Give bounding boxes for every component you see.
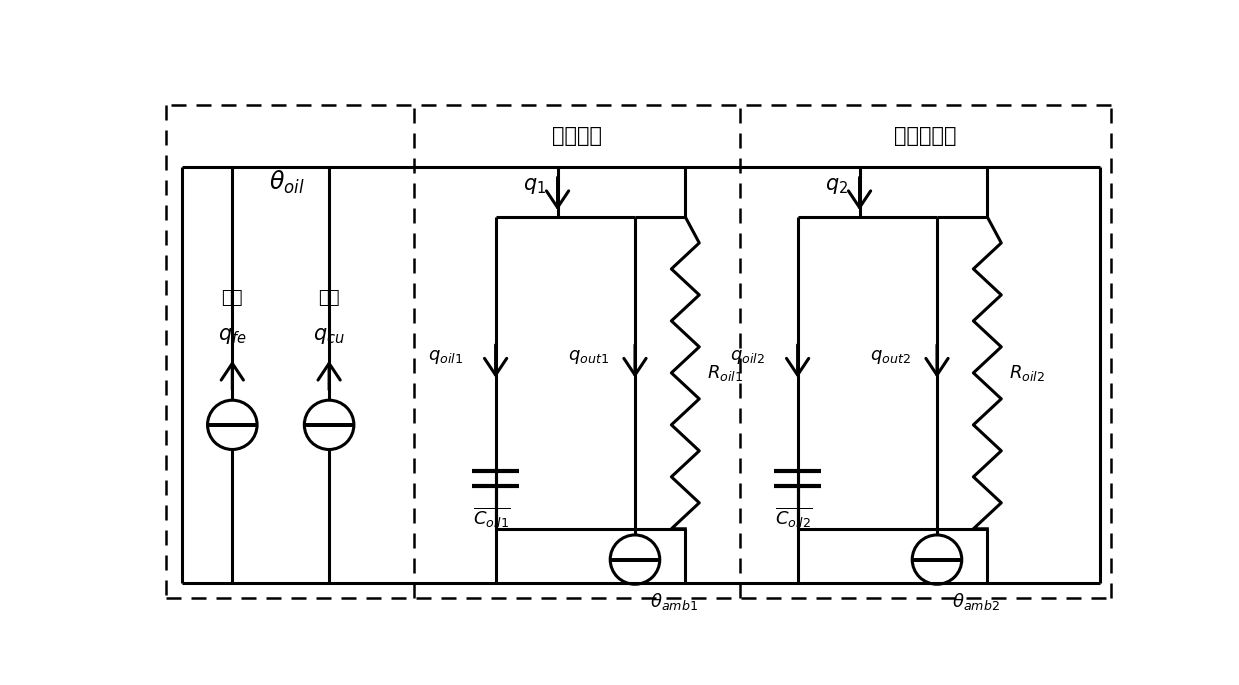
Text: $q_{oil2}$: $q_{oil2}$ (730, 349, 764, 366)
Text: $R_{oil1}$: $R_{oil1}$ (707, 363, 743, 383)
Text: 本体部分: 本体部分 (551, 126, 602, 146)
Text: $q_{cu}$: $q_{cu}$ (313, 326, 344, 347)
Text: $\overline{C_{oil1}}$: $\overline{C_{oil1}}$ (473, 506, 510, 529)
Text: $\theta_{amb2}$: $\theta_{amb2}$ (953, 591, 1000, 612)
Text: $q_{out2}$: $q_{out2}$ (870, 349, 911, 366)
Text: 散热器部分: 散热器部分 (895, 126, 957, 146)
Text: $q_2$: $q_2$ (825, 176, 847, 196)
Text: 鐵损: 鐵损 (222, 289, 243, 307)
Text: $q_{oil1}$: $q_{oil1}$ (427, 349, 463, 366)
Text: $\overline{C_{oil2}}$: $\overline{C_{oil2}}$ (774, 506, 813, 529)
Text: $q_{fe}$: $q_{fe}$ (218, 326, 247, 347)
Text: $q_{out1}$: $q_{out1}$ (567, 349, 610, 366)
Text: $q_1$: $q_1$ (523, 176, 546, 196)
Text: $\theta_{amb1}$: $\theta_{amb1}$ (650, 591, 699, 612)
Text: 铜损: 铜损 (318, 289, 339, 307)
Text: $R_{oil2}$: $R_{oil2}$ (1009, 363, 1044, 383)
Text: $\theta_{oil}$: $\theta_{oil}$ (269, 169, 305, 196)
